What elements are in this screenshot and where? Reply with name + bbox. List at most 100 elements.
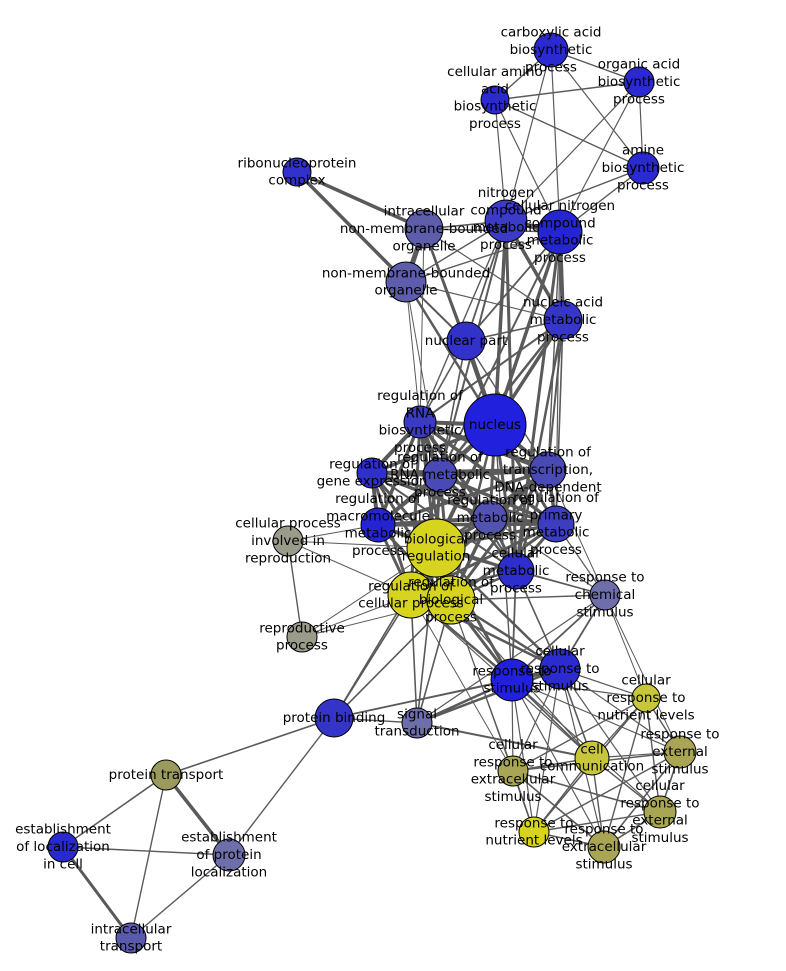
network-node-signal_transduction[interactable] bbox=[401, 707, 433, 739]
network-edge bbox=[533, 811, 661, 833]
network-edge bbox=[370, 471, 558, 526]
network-edge bbox=[547, 319, 564, 471]
network-edge bbox=[295, 170, 426, 231]
network-edge bbox=[603, 751, 681, 848]
network-edge bbox=[559, 668, 681, 753]
network-edge bbox=[405, 281, 564, 321]
network-node-cell_communication[interactable] bbox=[574, 740, 610, 776]
network-node-response_to_extracellular_stimulus[interactable] bbox=[587, 830, 621, 864]
network-node-regulation_of_biological_process[interactable] bbox=[426, 575, 476, 625]
network-edge bbox=[550, 49, 561, 233]
network-edge bbox=[370, 468, 550, 475]
network-edge bbox=[419, 220, 507, 423]
network-edge bbox=[489, 220, 507, 519]
network-node-carboxylic_acid_biosynthetic_process[interactable] bbox=[533, 32, 569, 68]
network-node-establishment_of_localization_in_cell[interactable] bbox=[47, 831, 79, 863]
network-edge bbox=[228, 717, 335, 856]
network-node-protein_binding[interactable] bbox=[314, 698, 354, 738]
network-edge bbox=[547, 231, 561, 471]
network-edge bbox=[62, 846, 230, 856]
network-node-response_to_nutrient_levels[interactable] bbox=[518, 816, 550, 848]
network-node-ribonucleoprotein_complex[interactable] bbox=[282, 157, 312, 187]
network-edge bbox=[494, 424, 513, 681]
network-edge bbox=[409, 420, 422, 597]
network-edge bbox=[533, 751, 681, 833]
network-edge bbox=[505, 81, 640, 222]
network-edge bbox=[604, 594, 647, 699]
network-edge bbox=[512, 697, 647, 772]
network-edge bbox=[370, 471, 492, 520]
network-edge bbox=[130, 854, 230, 939]
network-edge bbox=[62, 774, 167, 848]
network-edge bbox=[415, 667, 562, 725]
network-node-intracellular_non_membrane_bounded_organelle[interactable] bbox=[404, 209, 444, 249]
network-edge bbox=[410, 594, 514, 772]
network-edge bbox=[511, 679, 535, 833]
network-node-response_to_chemical_stimulus[interactable] bbox=[589, 579, 621, 611]
network-node-cellular_response_to_stimulus[interactable] bbox=[539, 648, 581, 690]
network-edge bbox=[376, 522, 558, 527]
network-edge bbox=[419, 319, 564, 423]
network-node-nucleic_acid_metabolic_process[interactable] bbox=[543, 300, 583, 340]
network-edge bbox=[512, 770, 661, 813]
network-node-organic_acid_biosynthetic_process[interactable] bbox=[623, 66, 655, 98]
network-edge bbox=[494, 99, 644, 169]
network-node-regulation_of_rna_metabolic_process[interactable] bbox=[422, 457, 458, 493]
network-node-intracellular_transport[interactable] bbox=[115, 922, 147, 954]
network-edge bbox=[533, 668, 561, 833]
nodes-layer bbox=[47, 32, 697, 954]
network-edge bbox=[416, 722, 593, 759]
network-edge bbox=[295, 170, 408, 284]
network-edge bbox=[511, 679, 681, 753]
network-edge bbox=[61, 845, 133, 940]
network-node-cellular_response_to_extracellular_stimulus[interactable] bbox=[497, 755, 529, 787]
network-edge bbox=[450, 594, 606, 601]
network-node-nitrogen_compound_metabolic_process[interactable] bbox=[484, 199, 528, 243]
network-edge bbox=[512, 770, 605, 848]
network-edge bbox=[333, 599, 452, 719]
network-node-cellular_response_to_nutrient_levels[interactable] bbox=[631, 683, 661, 713]
network-node-regulation_of_primary_metabolic_process[interactable] bbox=[537, 505, 575, 543]
network-edge bbox=[489, 517, 606, 596]
network-edge bbox=[465, 231, 561, 342]
network-edge bbox=[333, 594, 412, 719]
network-node-response_to_external_stimulus[interactable] bbox=[663, 735, 697, 769]
labels-layer: carboxylic acid biosynthetic process organi… bbox=[15, 25, 720, 955]
network-node-establishment_of_protein_localization[interactable] bbox=[212, 838, 246, 872]
network-node-cellular_metabolic_process[interactable] bbox=[497, 552, 535, 590]
network-node-cellular_amino_acid_biosynthetic_process[interactable] bbox=[480, 85, 510, 115]
network-edge bbox=[494, 99, 561, 233]
network-node-cellular_nitrogen_compound_metabolic_process[interactable] bbox=[537, 209, 583, 255]
network-edge bbox=[494, 81, 640, 101]
network-edge bbox=[423, 228, 564, 321]
network-edge bbox=[164, 773, 231, 857]
network-node-reproductive_process[interactable] bbox=[286, 621, 318, 653]
network-edge bbox=[405, 231, 561, 283]
network-node-response_to_stimulus[interactable] bbox=[490, 658, 534, 702]
network-edge bbox=[547, 469, 606, 596]
network-edge bbox=[511, 679, 647, 699]
network-edge bbox=[419, 228, 425, 423]
network-node-protein_transport[interactable] bbox=[150, 759, 182, 791]
network-edge bbox=[604, 594, 681, 753]
network-node-nuclear_part[interactable] bbox=[446, 321, 486, 361]
network-node-regulation_of_macromolecule_metabolic_process[interactable] bbox=[360, 507, 396, 543]
network-edge bbox=[559, 81, 640, 233]
network-node-cellular_process_involved_in_reproduction[interactable] bbox=[272, 525, 304, 557]
network-node-nucleus[interactable] bbox=[463, 393, 527, 457]
network-edge bbox=[438, 473, 558, 526]
network-edge bbox=[603, 697, 647, 848]
network-node-non_membrane_bounded_organelle[interactable] bbox=[385, 261, 427, 303]
network-edge bbox=[287, 540, 303, 638]
network-node-biological_regulation[interactable] bbox=[406, 518, 466, 578]
network-node-regulation_of_metabolic_process[interactable] bbox=[472, 500, 508, 536]
network-node-amine_biosynthetic_process[interactable] bbox=[626, 151, 660, 185]
network-node-regulation_of_rna_biosynthetic_process[interactable] bbox=[403, 405, 437, 439]
network-node-regulation_of_transcription_dna_dependent[interactable] bbox=[529, 451, 567, 489]
network-edge bbox=[550, 49, 644, 169]
network-node-cellular_response_to_external_stimulus[interactable] bbox=[643, 795, 677, 829]
network-node-regulation_of_gene_expression[interactable] bbox=[356, 457, 388, 489]
network-edge bbox=[165, 717, 335, 776]
